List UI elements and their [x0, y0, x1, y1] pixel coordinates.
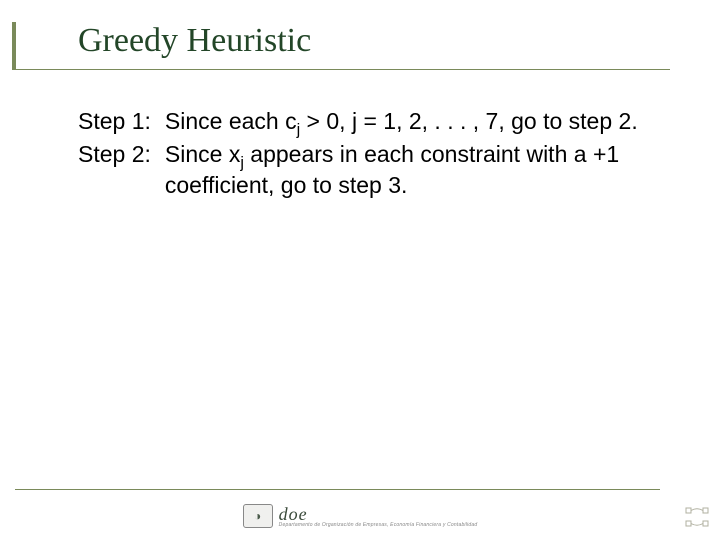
logo-sub-text: Departamento de Organización de Empresas…: [279, 523, 478, 528]
step-1: Step 1: Since each cj > 0, j = 1, 2, . .…: [78, 106, 660, 137]
slide-title: Greedy Heuristic: [78, 22, 660, 60]
corner-decor-icon: [684, 506, 710, 528]
logo-main-text: doe: [279, 505, 478, 523]
slide: Greedy Heuristic Step 1: Since each cj >…: [0, 0, 720, 540]
footer-divider: [15, 489, 660, 491]
step-2-label: Step 2:: [78, 139, 165, 201]
step-1-text: Since each cj > 0, j = 1, 2, . . . , 7, …: [165, 106, 660, 137]
step-2: Step 2: Since xj appears in each constra…: [78, 139, 660, 201]
footer-logo: ◑ doe Departamento de Organización de Em…: [0, 504, 720, 528]
step-1-label: Step 1:: [78, 106, 165, 137]
step-2-text: Since xj appears in each constraint with…: [165, 139, 660, 201]
slide-body: Step 1: Since each cj > 0, j = 1, 2, . .…: [70, 106, 660, 201]
title-left-accent: [12, 22, 16, 70]
logo-icon: ◑: [243, 504, 273, 528]
title-underline: [15, 69, 670, 71]
logo-text-block: doe Departamento de Organización de Empr…: [279, 505, 478, 528]
title-block: Greedy Heuristic: [70, 22, 660, 66]
